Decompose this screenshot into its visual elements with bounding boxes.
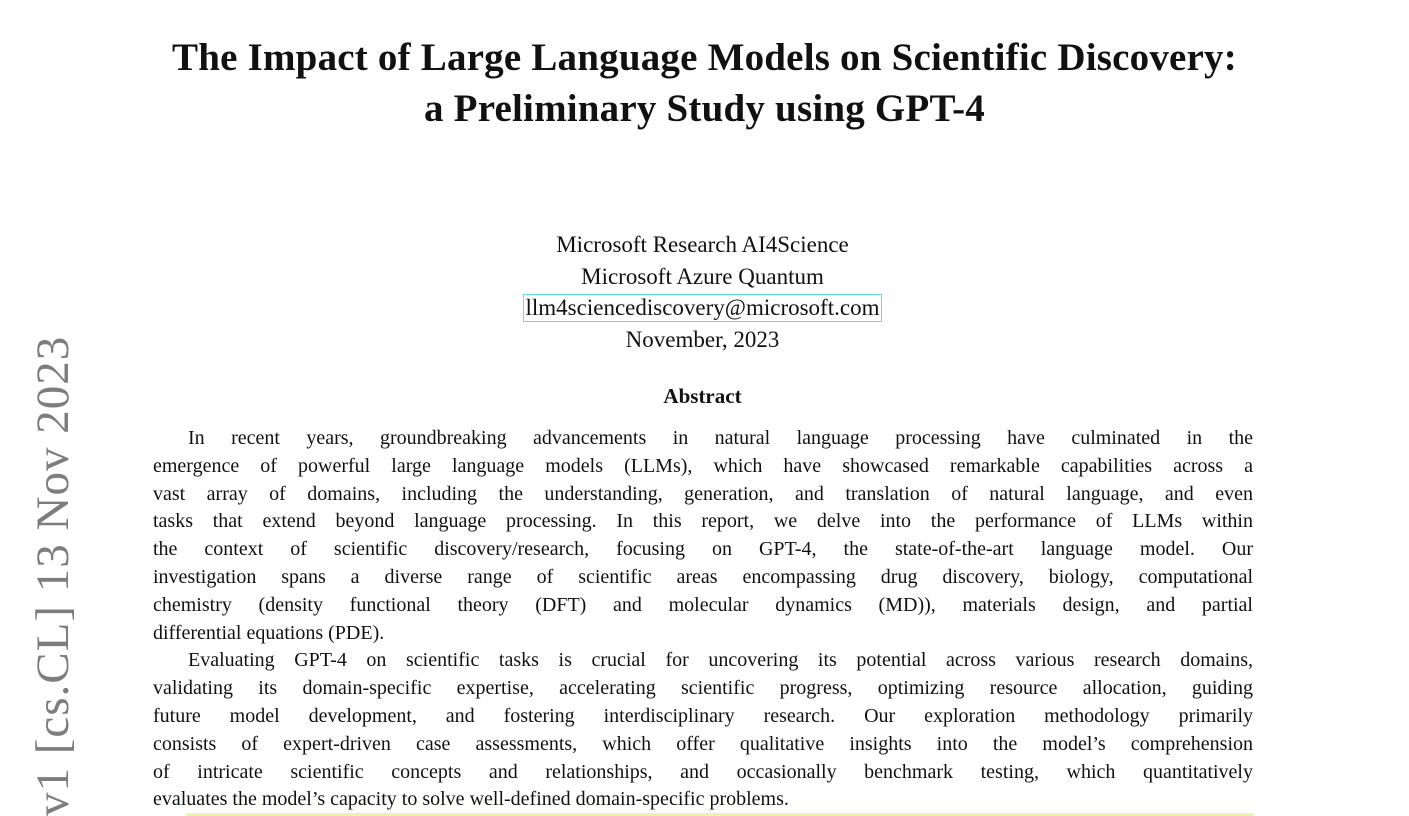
abstract-p2-line: evaluates the model’s capacity to solve …	[153, 788, 789, 811]
abstract-body: In recent years, groundbreaking advancem…	[153, 425, 1253, 814]
abstract-p1-line: tasks that extend beyond language proces…	[153, 510, 1253, 533]
abstract-p1-line: chemistry (density functional theory (DF…	[153, 593, 1253, 616]
title-line-2: a Preliminary Study using GPT-4	[424, 87, 985, 130]
affiliation-1: Microsoft Research AI4Science	[556, 232, 849, 257]
email-link[interactable]: llm4sciencediscovery@microsoft.com	[522, 294, 883, 322]
affiliation-2: Microsoft Azure Quantum	[581, 263, 824, 289]
arxiv-identifier-stamp: v1 [cs.CL] 13 Nov 2023	[27, 335, 79, 816]
abstract-p2-line: consists of expert-driven case assessmen…	[153, 732, 1253, 755]
text-highlight	[186, 813, 1254, 816]
paper-title: The Impact of Large Language Models on S…	[60, 32, 1349, 134]
abstract-p2-line: future model development, and fostering …	[153, 704, 1253, 727]
abstract-p2-line: validating its domain-specific expertise…	[153, 677, 1253, 700]
abstract-p1-line: the context of scientific discovery/rese…	[153, 538, 1253, 561]
author-block: Microsoft Research AI4Science Microsoft …	[0, 229, 1405, 355]
abstract-p1-line: investigation spans a diverse range of s…	[153, 565, 1253, 588]
abstract-p1-line: vast array of domains, including the und…	[153, 482, 1253, 505]
abstract-heading: Abstract	[663, 384, 742, 408]
abstract-p1-line: In recent years, groundbreaking advancem…	[188, 427, 1253, 449]
abstract-p2-line: of intricate scientific concepts and rel…	[153, 760, 1253, 783]
abstract-p1-line: differential equations (PDE).	[153, 621, 385, 644]
email-line: llm4sciencediscovery@microsoft.com	[0, 292, 1405, 324]
abstract-p1-line: emergence of powerful large language mod…	[153, 454, 1253, 477]
abstract-p2-line: Evaluating GPT-4 on scientific tasks is …	[188, 649, 1253, 672]
title-line-1: The Impact of Large Language Models on S…	[172, 36, 1237, 79]
publication-date: November, 2023	[625, 326, 780, 352]
